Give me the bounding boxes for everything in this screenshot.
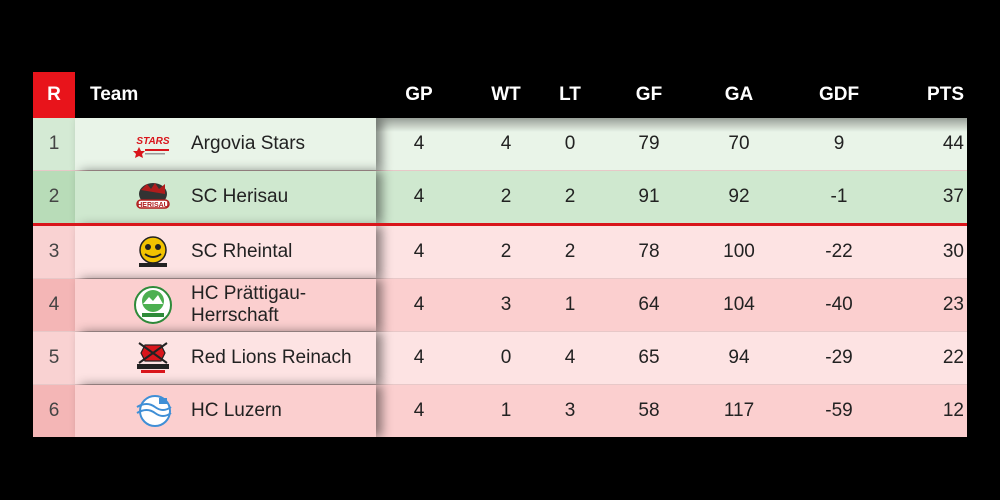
table-header: R Team GP WT LT GF GA GDF PTS	[33, 72, 967, 118]
header-gdf[interactable]: GDF	[818, 84, 860, 105]
header-ga[interactable]: GA	[724, 84, 754, 105]
cell-gp: 4	[413, 294, 425, 315]
table-row[interactable]: 3 SC Rheintal 4 2 2 78 100 -22	[33, 226, 967, 278]
standings-table: R Team GP WT LT GF GA GDF PTS 1 STARS	[33, 72, 967, 437]
cell-gp: 4	[413, 400, 425, 421]
row-rank: 5	[33, 332, 75, 384]
cell-lt: 1	[564, 294, 576, 315]
table-row[interactable]: 1 STARS Argovia Stars 4 4 0 79 70 9 44	[33, 118, 967, 170]
cell-gp: 4	[413, 241, 425, 262]
cell-gdf: -40	[825, 294, 853, 315]
argovia-stars-logo-icon: STARS	[133, 126, 173, 162]
cell-ga: 100	[723, 241, 755, 262]
table-row[interactable]: 4 HC Prättigau-Herrschaft 4 3 1 64 104 -…	[33, 279, 967, 331]
header-gp[interactable]: GP	[405, 84, 433, 105]
team-name[interactable]: HC Prättigau-Herrschaft	[191, 283, 307, 326]
row-rank: 4	[33, 279, 75, 331]
hc-luzern-logo-icon	[133, 393, 173, 429]
table-row[interactable]: 2 HERISAU SC Herisau 4 2 2 91 92 -1 37	[33, 171, 967, 223]
team-cell: SC Rheintal	[75, 226, 376, 278]
cell-wt: 2	[500, 241, 512, 262]
team-name[interactable]: SC Rheintal	[191, 241, 293, 262]
team-cell: HC Prättigau-Herrschaft	[75, 279, 376, 331]
header-lt[interactable]: LT	[559, 84, 581, 105]
hc-praettigau-logo-icon	[133, 286, 173, 324]
header-wt[interactable]: WT	[491, 84, 521, 105]
table-row[interactable]: 5 Red Lions Reinach 4 0 4 65 94 -29 22	[33, 332, 967, 384]
cell-lt: 2	[564, 241, 576, 262]
cell-pts: 12	[942, 400, 964, 421]
team-name[interactable]: SC Herisau	[191, 186, 289, 207]
cell-ga: 117	[723, 400, 755, 421]
cell-ga: 104	[723, 294, 755, 315]
team-cell: HERISAU SC Herisau	[75, 171, 376, 223]
cell-wt: 4	[500, 133, 512, 154]
cell-gf: 91	[638, 186, 660, 207]
row-divider	[33, 384, 967, 385]
cell-pts: 30	[942, 241, 964, 262]
row-divider	[33, 331, 967, 332]
team-cell: STARS Argovia Stars	[75, 118, 376, 170]
row-rank: 2	[33, 171, 75, 223]
cell-gdf: 9	[833, 133, 845, 154]
cell-gdf: -29	[825, 347, 853, 368]
sc-herisau-logo-icon: HERISAU	[133, 179, 173, 215]
cell-ga: 70	[728, 133, 750, 154]
header-team[interactable]: Team	[90, 84, 139, 105]
team-name[interactable]: Red Lions Reinach	[191, 347, 352, 368]
sc-rheintal-logo-icon	[133, 234, 173, 270]
header-gf[interactable]: GF	[635, 84, 663, 105]
cell-pts: 37	[942, 186, 964, 207]
cell-ga: 94	[728, 347, 750, 368]
cell-gf: 58	[638, 400, 660, 421]
header-pts[interactable]: PTS	[927, 84, 964, 105]
team-cell: HC Luzern	[75, 385, 376, 437]
cell-pts: 22	[942, 347, 964, 368]
cell-lt: 2	[564, 186, 576, 207]
cell-gdf: -22	[825, 241, 853, 262]
cell-wt: 1	[500, 400, 512, 421]
row-divider	[33, 170, 967, 171]
cell-gp: 4	[413, 133, 425, 154]
cell-gdf: -59	[825, 400, 853, 421]
red-lions-reinach-logo-icon	[133, 340, 173, 376]
svg-text:HERISAU: HERISAU	[137, 202, 169, 209]
row-rank: 3	[33, 226, 75, 278]
cell-gf: 65	[638, 347, 660, 368]
table-body: 1 STARS Argovia Stars 4 4 0 79 70 9 44	[33, 118, 967, 437]
relegation-line	[33, 223, 967, 226]
cell-gp: 4	[413, 347, 425, 368]
team-name[interactable]: Argovia Stars	[191, 133, 306, 154]
cell-ga: 92	[728, 186, 750, 207]
cell-lt: 0	[564, 133, 576, 154]
cell-pts: 23	[942, 294, 964, 315]
cell-gf: 64	[638, 294, 660, 315]
svg-text:STARS: STARS	[136, 136, 169, 147]
cell-pts: 44	[942, 133, 964, 154]
cell-wt: 2	[500, 186, 512, 207]
cell-gp: 4	[413, 186, 425, 207]
cell-wt: 3	[500, 294, 512, 315]
team-name[interactable]: HC Luzern	[191, 400, 282, 421]
cell-wt: 0	[500, 347, 512, 368]
cell-gf: 79	[638, 133, 660, 154]
team-cell: Red Lions Reinach	[75, 332, 376, 384]
header-rank[interactable]: R	[33, 72, 75, 118]
row-rank: 6	[33, 385, 75, 437]
cell-lt: 3	[564, 400, 576, 421]
table-row[interactable]: 6 HC Luzern 4 1 3 58 117 -59 12	[33, 385, 967, 437]
cell-gdf: -1	[830, 186, 848, 207]
cell-lt: 4	[564, 347, 576, 368]
row-rank: 1	[33, 118, 75, 170]
cell-gf: 78	[638, 241, 660, 262]
row-divider	[33, 278, 967, 279]
